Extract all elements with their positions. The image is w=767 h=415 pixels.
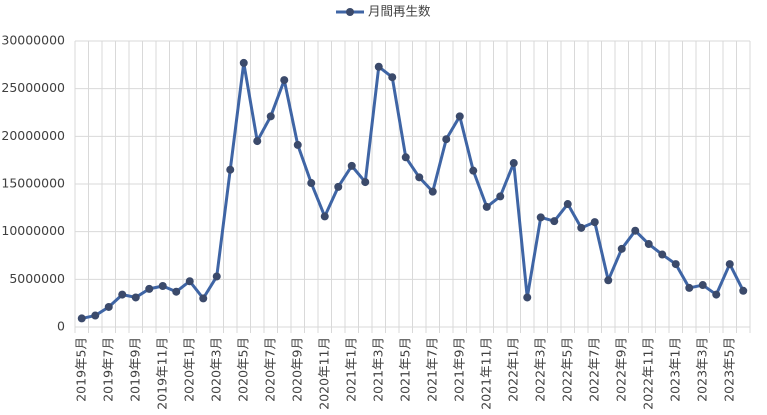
x-tick-label: 2021年1月 xyxy=(343,337,358,402)
point xyxy=(563,200,572,209)
y-tick-label: 0 xyxy=(57,319,65,334)
point xyxy=(212,272,221,281)
x-tick-label: 2020年7月 xyxy=(262,337,277,402)
point xyxy=(604,276,613,285)
x-tick-label: 2022年3月 xyxy=(532,337,547,402)
point xyxy=(266,112,275,121)
point xyxy=(374,62,383,71)
point xyxy=(185,277,194,286)
point xyxy=(253,137,262,146)
y-tick-label: 30000000 xyxy=(1,33,65,48)
point xyxy=(685,283,694,292)
point xyxy=(91,311,100,320)
point xyxy=(280,76,289,85)
point xyxy=(199,294,208,303)
x-tick-label: 2022年11月 xyxy=(640,337,655,410)
point xyxy=(671,260,680,269)
y-tick-label: 25000000 xyxy=(1,80,65,95)
point xyxy=(307,179,316,188)
y-tick-label: 5000000 xyxy=(9,271,65,286)
point xyxy=(320,212,329,221)
point xyxy=(158,282,167,291)
x-tick-label: 2019年9月 xyxy=(127,337,142,402)
x-tick-label: 2019年7月 xyxy=(100,337,115,402)
x-tick-label: 2021年7月 xyxy=(424,337,439,402)
point xyxy=(739,286,748,295)
point xyxy=(509,159,518,168)
x-tick-label: 2020年11月 xyxy=(316,337,331,410)
point xyxy=(644,240,653,249)
point xyxy=(334,182,343,191)
legend-label: 月間再生数 xyxy=(368,4,431,19)
x-tick-label: 2020年5月 xyxy=(235,337,250,402)
x-tick-label: 2020年3月 xyxy=(208,337,223,402)
point xyxy=(617,244,626,253)
point xyxy=(428,187,437,196)
x-tick-label: 2022年1月 xyxy=(505,337,520,402)
x-tick-label: 2023年3月 xyxy=(694,337,709,402)
point xyxy=(712,290,721,299)
x-tick-label: 2020年9月 xyxy=(289,337,304,402)
point xyxy=(145,284,154,293)
x-tick-label: 2021年3月 xyxy=(370,337,385,402)
legend-marker xyxy=(346,8,354,16)
point xyxy=(347,161,356,170)
point xyxy=(496,192,505,201)
x-tick-label: 2021年9月 xyxy=(451,337,466,402)
x-tick-label: 2020年1月 xyxy=(181,337,196,402)
point xyxy=(226,165,235,174)
y-tick-label: 10000000 xyxy=(1,223,65,238)
y-tick-label: 15000000 xyxy=(1,176,65,191)
point xyxy=(536,213,545,222)
point xyxy=(698,281,707,290)
point xyxy=(455,112,464,121)
point xyxy=(577,223,586,232)
point xyxy=(77,314,86,323)
point xyxy=(172,287,181,296)
point xyxy=(293,140,302,149)
point xyxy=(469,166,478,175)
x-tick-label: 2023年5月 xyxy=(721,337,736,402)
point xyxy=(239,58,248,67)
point xyxy=(118,290,127,299)
y-tick-label: 20000000 xyxy=(1,128,65,143)
point xyxy=(131,293,140,302)
point xyxy=(104,302,113,311)
point xyxy=(442,135,451,144)
x-tick-label: 2023年1月 xyxy=(667,337,682,402)
x-tick-label: 2021年11月 xyxy=(478,337,493,410)
point xyxy=(550,217,559,226)
point xyxy=(482,202,491,211)
point xyxy=(388,73,397,82)
point xyxy=(401,153,410,162)
x-tick-label: 2022年5月 xyxy=(559,337,574,402)
point xyxy=(658,250,667,259)
point xyxy=(415,173,424,182)
x-tick-label: 2022年9月 xyxy=(613,337,628,402)
point xyxy=(590,218,599,227)
x-tick-label: 2022年7月 xyxy=(586,337,601,402)
point xyxy=(361,178,370,187)
point xyxy=(725,260,734,269)
x-tick-label: 2019年5月 xyxy=(73,337,88,402)
point xyxy=(523,293,532,302)
point xyxy=(631,226,640,235)
x-tick-label: 2021年5月 xyxy=(397,337,412,402)
x-tick-label: 2019年11月 xyxy=(154,337,169,410)
